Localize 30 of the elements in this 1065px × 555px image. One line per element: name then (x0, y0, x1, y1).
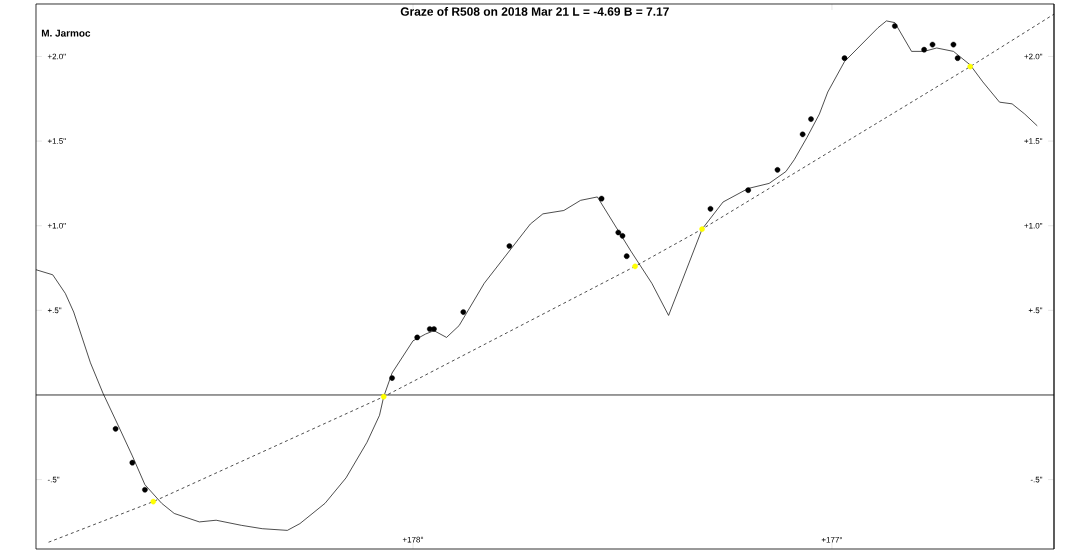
point (929, 41, 936, 48)
point (431, 326, 437, 332)
point (921, 46, 927, 53)
point (967, 63, 973, 70)
annotation: M. Jarmoc (41, 29, 91, 37)
point (808, 116, 814, 122)
point (460, 309, 467, 315)
point (632, 263, 638, 270)
point (699, 226, 705, 232)
point (745, 187, 751, 193)
point (707, 206, 714, 212)
point (112, 426, 119, 432)
point (506, 243, 513, 249)
point (799, 131, 806, 138)
point (389, 375, 395, 381)
point (142, 486, 148, 493)
point (615, 229, 622, 236)
point (623, 253, 630, 259)
point (954, 55, 961, 61)
point (892, 23, 898, 29)
point (414, 334, 421, 341)
chart-title: Graze of R508 on 2018 Mar 21 L = -4.69 B = 7.17 (400, 6, 669, 16)
point (950, 41, 957, 48)
point (841, 55, 848, 61)
point (619, 233, 626, 239)
point (380, 393, 387, 400)
point (598, 195, 605, 202)
point (150, 498, 157, 505)
point (774, 167, 781, 173)
point (129, 459, 136, 466)
